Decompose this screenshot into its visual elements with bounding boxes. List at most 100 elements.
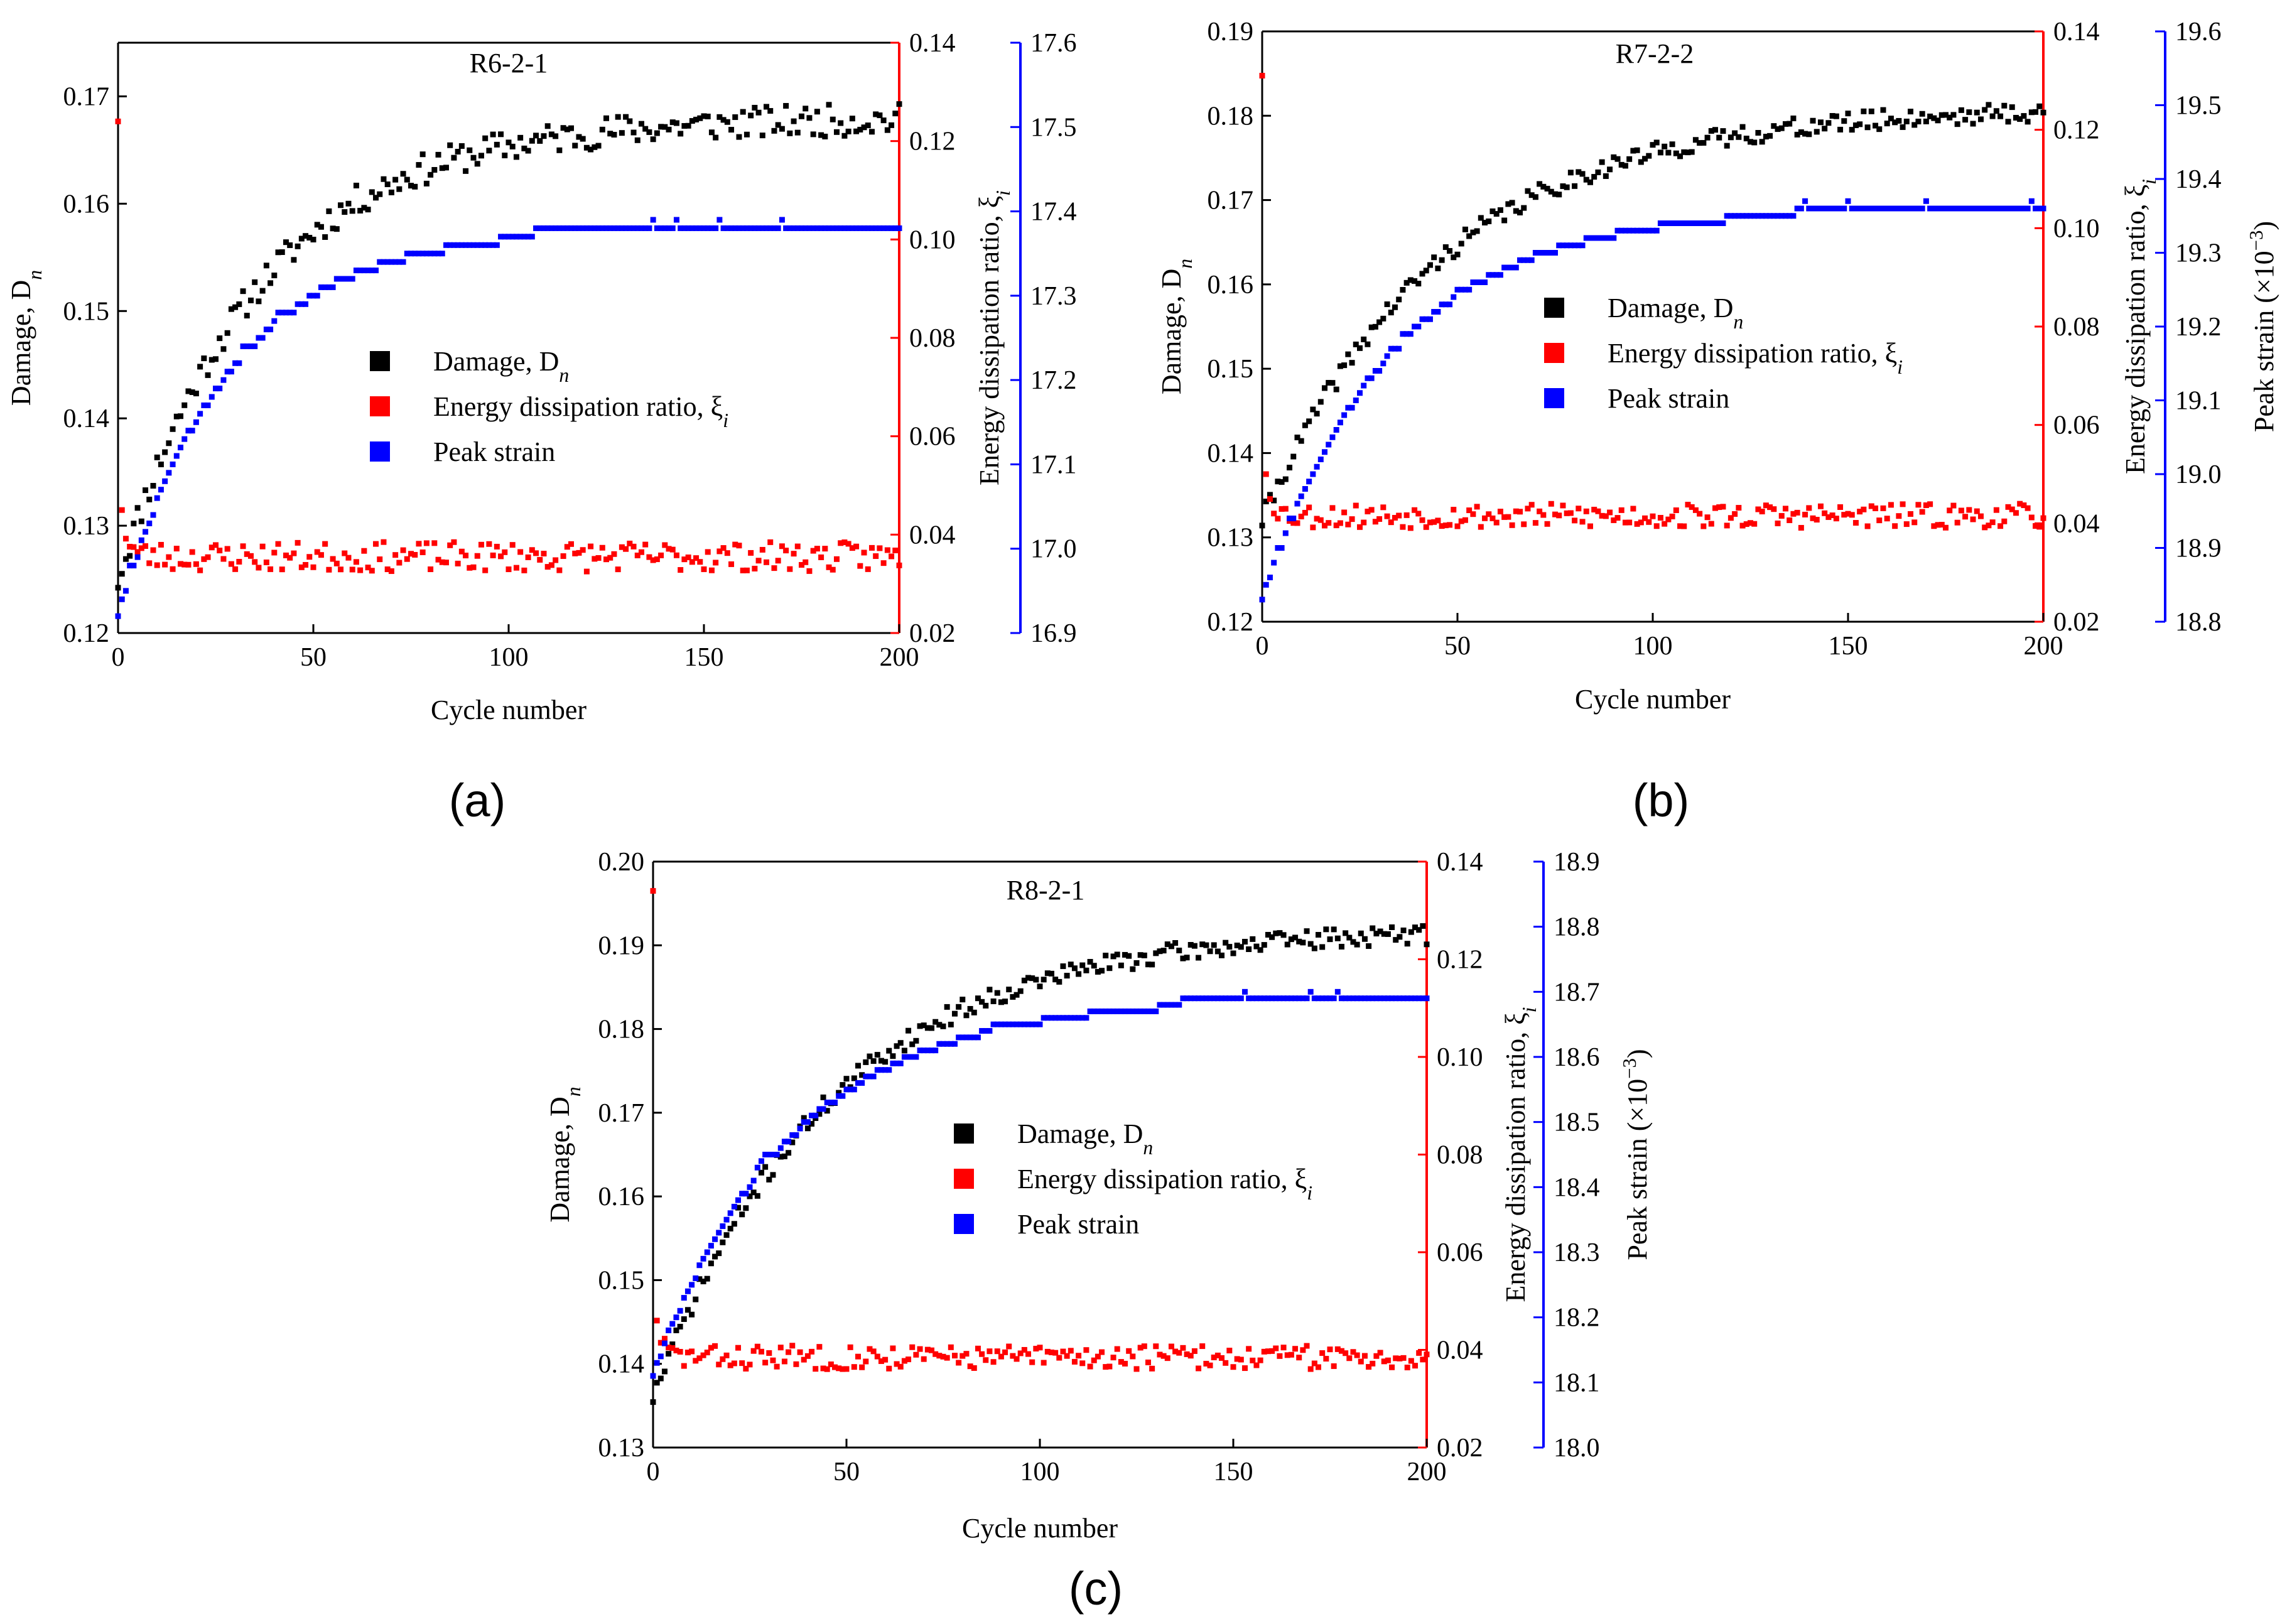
energy-point	[318, 552, 324, 558]
energy-point	[1947, 507, 1953, 514]
energy-point	[1259, 73, 1265, 78]
damage-point	[1868, 108, 1874, 114]
strain-point	[824, 1100, 830, 1106]
strain-point	[197, 411, 203, 417]
energy-point	[678, 567, 684, 573]
damage-point	[322, 234, 328, 240]
strain-point	[1603, 235, 1609, 241]
strain-point	[1775, 213, 1781, 219]
damage-point	[822, 133, 828, 139]
energy-point	[1025, 1351, 1032, 1357]
damage-point	[728, 127, 735, 133]
damage-point	[1241, 939, 1248, 945]
damage-point	[873, 111, 879, 117]
damage-point	[777, 1154, 784, 1160]
strain-point	[750, 1177, 757, 1184]
strain-point	[1298, 493, 1304, 499]
strain-point	[1692, 220, 1699, 226]
strain-point	[1331, 995, 1337, 1002]
left-tick-label: 0.20	[598, 848, 645, 877]
strain-point	[1442, 301, 1449, 308]
damage-point	[752, 104, 758, 111]
energy-point	[1263, 471, 1269, 477]
damage-point	[283, 239, 289, 246]
strain-point	[455, 242, 461, 248]
strain-point	[747, 1184, 753, 1190]
damage-point	[189, 389, 195, 396]
strain-point	[1548, 250, 1554, 256]
energy-point	[754, 1343, 760, 1350]
damage-point	[1521, 205, 1527, 211]
energy-point	[1447, 522, 1453, 528]
energy-point	[1373, 1353, 1380, 1359]
left-tick-label: 0.16	[63, 190, 110, 219]
damage-point	[1993, 108, 1999, 114]
strain-point	[224, 369, 230, 375]
damage-point	[1540, 183, 1547, 190]
damage-point	[185, 388, 192, 394]
damage-point	[1751, 139, 1758, 146]
energy-point	[1424, 1351, 1430, 1358]
energy-point	[1638, 519, 1644, 526]
energy-point	[1168, 1343, 1174, 1350]
energy-point	[1393, 1355, 1399, 1361]
damage-point	[2033, 109, 2039, 115]
damage-point	[1634, 147, 1640, 153]
energy-point	[463, 553, 469, 559]
strain-point	[1513, 264, 1519, 271]
energy-point	[1277, 1353, 1283, 1359]
energy-point	[777, 1345, 784, 1351]
energy-point	[1250, 1357, 1256, 1363]
strain-point	[564, 225, 570, 231]
strain-point	[408, 251, 414, 257]
strain-point	[185, 428, 192, 434]
strain-point	[256, 335, 262, 341]
damage-point	[948, 1021, 954, 1027]
strain-point	[2028, 198, 2035, 204]
damage-point	[666, 126, 672, 133]
energy-point	[1868, 503, 1874, 509]
energy-point	[1302, 509, 1308, 516]
damage-point	[517, 134, 524, 141]
damage-point	[443, 165, 449, 171]
damage-point	[1388, 310, 1394, 316]
strain-point	[1044, 1015, 1051, 1021]
energy-point	[1095, 1353, 1101, 1360]
strain-point	[1345, 404, 1351, 411]
damage-point	[1857, 121, 1863, 127]
energy-point	[666, 1345, 672, 1351]
energy-point	[287, 555, 293, 561]
energy-point	[1697, 511, 1703, 517]
strain-point	[1938, 205, 1945, 212]
legend-label: Peak strain	[433, 436, 555, 467]
energy-point	[855, 1353, 861, 1360]
damage-point	[646, 129, 652, 135]
energy-tick-label: 0.06	[1437, 1238, 1483, 1267]
damage-point	[720, 1239, 726, 1245]
x-tick-label: 100	[489, 643, 529, 672]
energy-point	[1692, 507, 1699, 513]
damage-point	[1802, 131, 1808, 137]
energy-point	[1099, 1349, 1105, 1355]
energy-point	[689, 1348, 695, 1355]
damage-point	[1470, 229, 1476, 235]
strain-point	[1149, 1008, 1155, 1014]
damage-point	[1833, 113, 1839, 119]
damage-point	[896, 101, 902, 107]
energy-point	[1326, 520, 1332, 526]
damage-point	[1989, 113, 1996, 119]
strain-point	[1704, 220, 1711, 226]
strain-point	[1277, 995, 1283, 1002]
damage-point	[131, 521, 137, 527]
energy-point	[1275, 516, 1281, 522]
energy-point	[666, 546, 672, 552]
damage-point	[1669, 141, 1675, 148]
energy-point	[1079, 1360, 1086, 1367]
strain-point	[1014, 1021, 1020, 1027]
damage-point	[580, 136, 586, 142]
damage-point	[1927, 113, 1933, 119]
energy-point	[247, 553, 254, 559]
damage-point	[2009, 104, 2015, 111]
strain-tick-label: 16.9	[1030, 619, 1077, 648]
damage-point	[1486, 218, 1492, 224]
